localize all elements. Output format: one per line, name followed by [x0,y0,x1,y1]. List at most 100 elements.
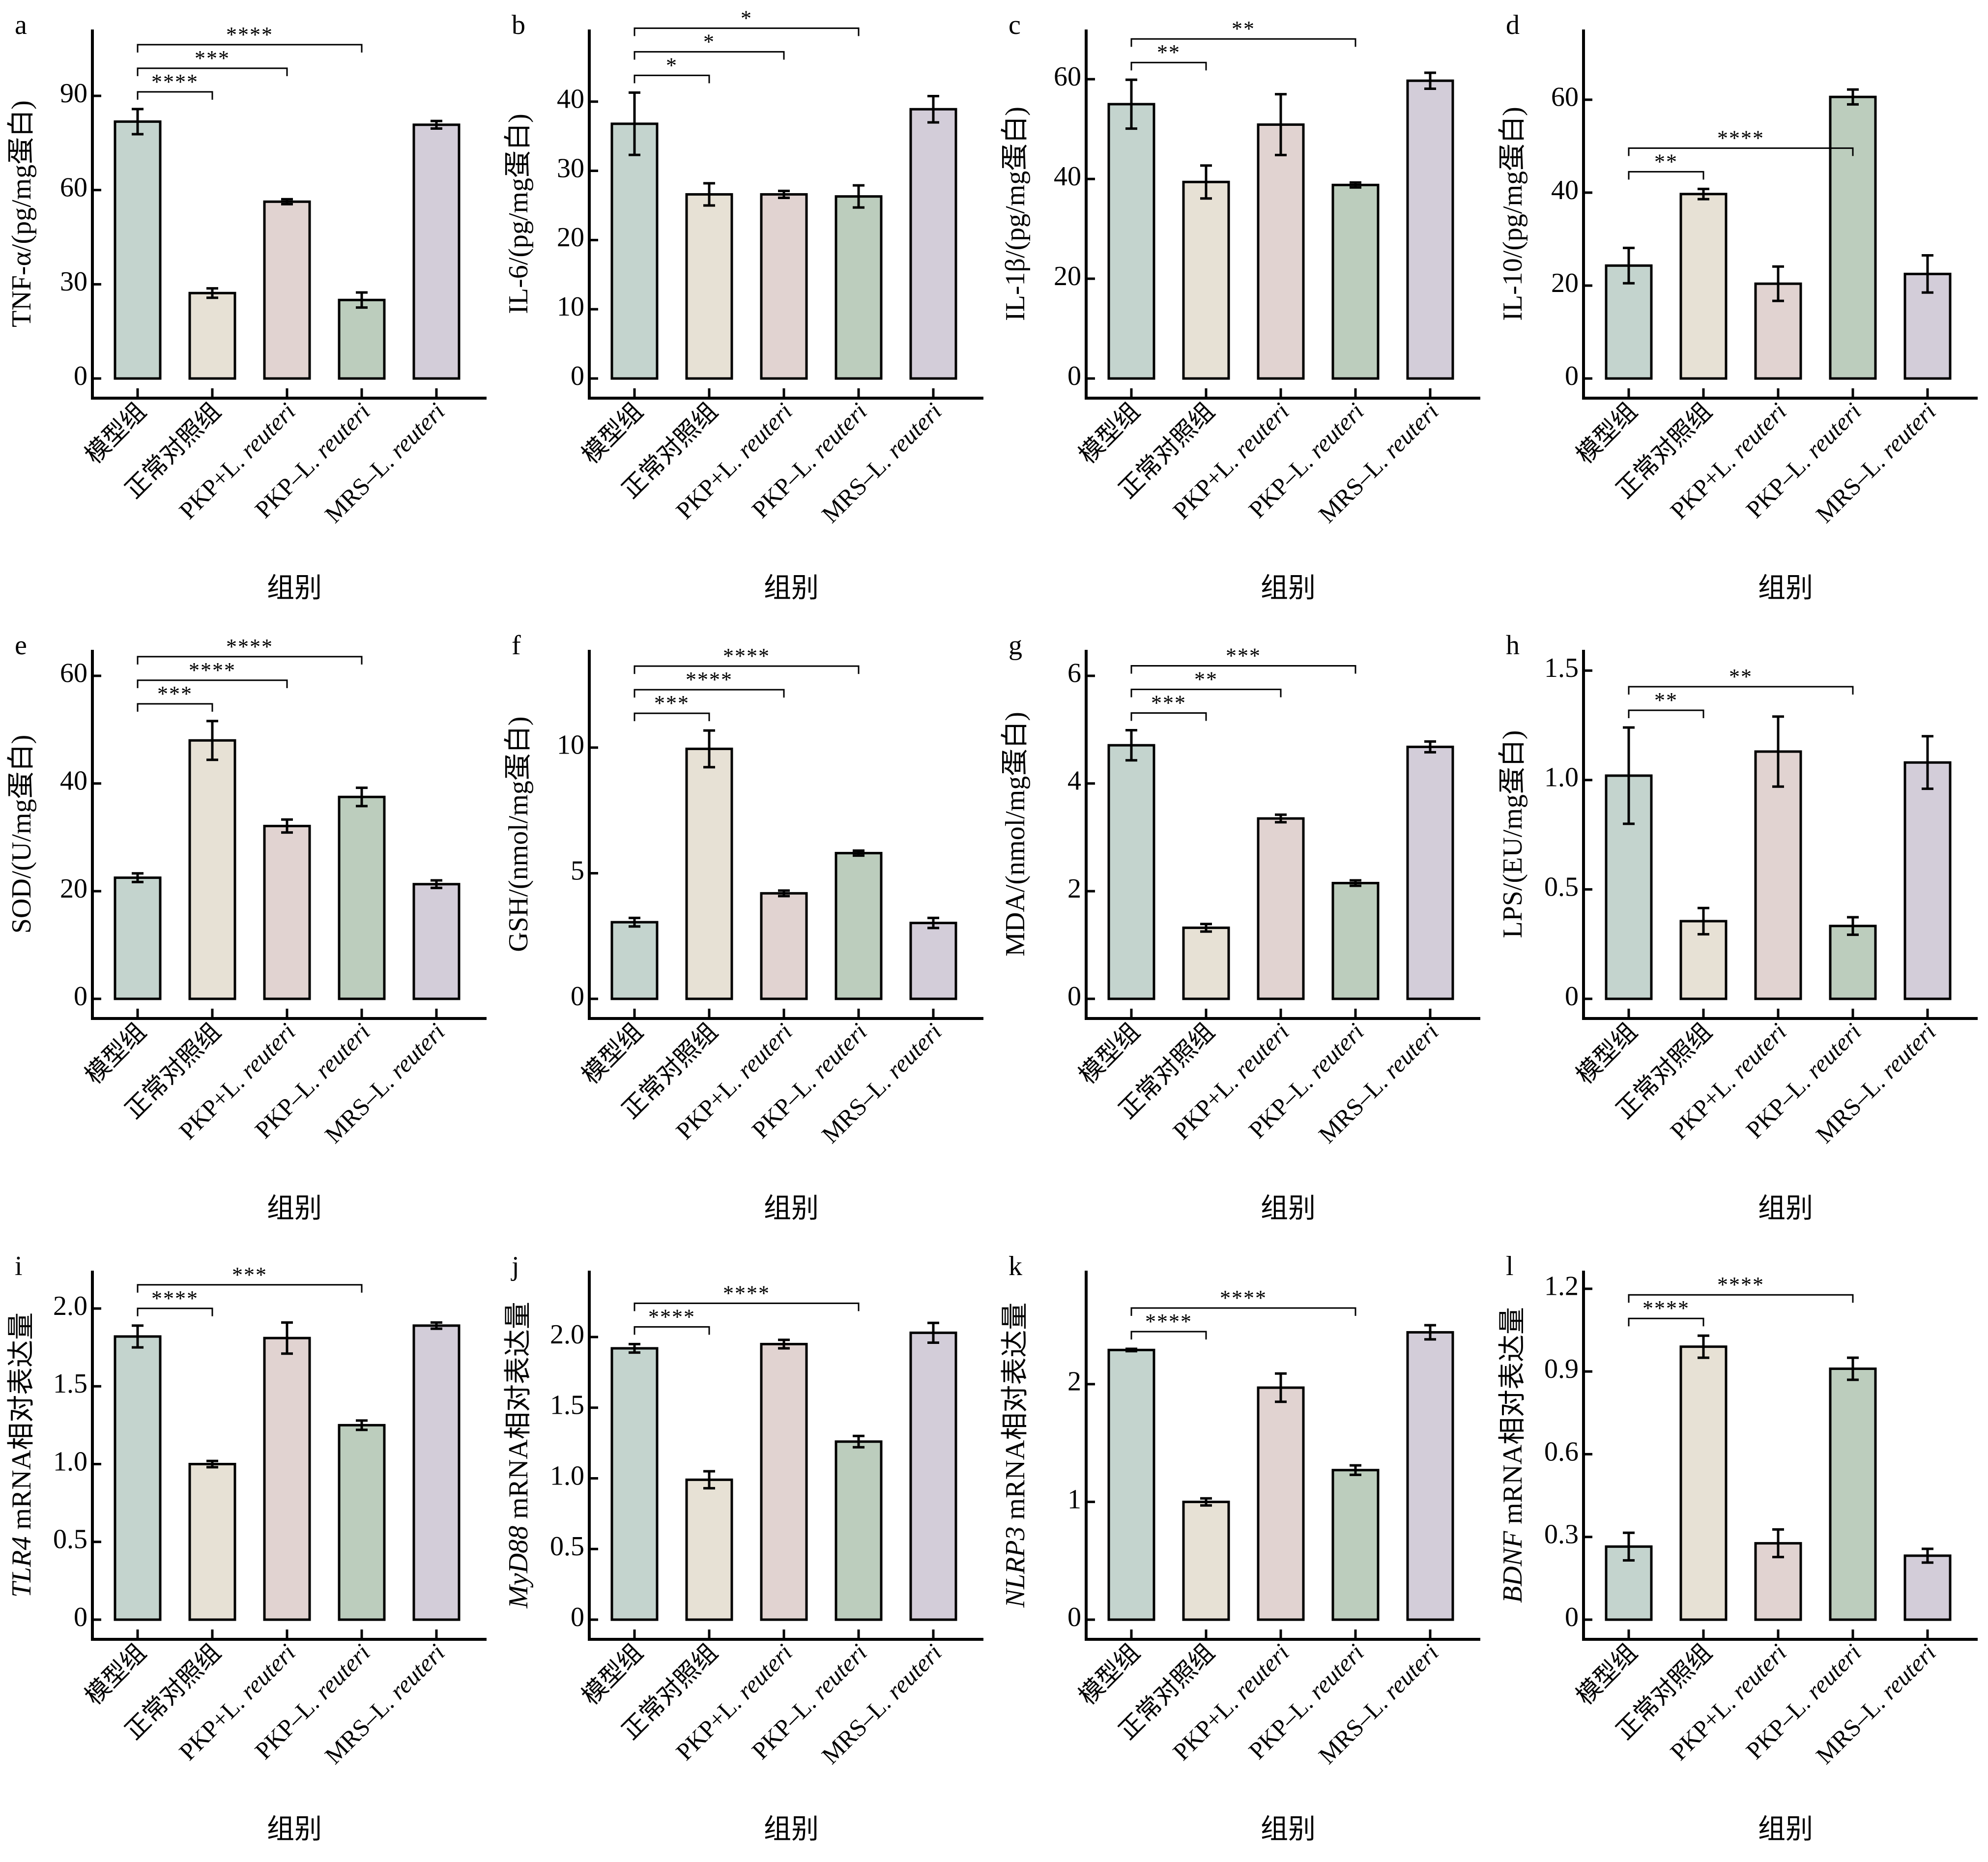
panel-letter: c [1008,10,1021,40]
bar [835,852,883,1000]
bar [412,883,461,1000]
x-tick-label: 模型组 [1571,1638,1642,1710]
panel-letter: b [512,10,525,40]
bar [188,291,236,380]
bracket-line [137,703,213,712]
bar [1903,1554,1952,1621]
significance-bracket: **** [1130,1309,1207,1339]
bar-group [1829,1356,1877,1621]
y-tick-label: 0 [571,981,584,1012]
panel-letter: k [1008,1251,1022,1281]
y-tick-label: 60 [1551,82,1579,113]
y-axis-label: LPS/(EU/mg蛋白) [1498,730,1528,938]
bar [114,876,162,1000]
significance-label: * [703,29,715,54]
bar-group [1406,71,1454,380]
bar [1257,1386,1305,1621]
significance-label: * [666,53,678,77]
bar [1331,882,1380,1000]
bar-group [1605,246,1653,380]
bar-group [1679,906,1728,1000]
bracket-line [1130,665,1356,674]
bar [188,1462,236,1621]
bar-group [1903,1547,1952,1621]
bar-group [835,849,883,1000]
bar-group [1331,879,1380,1000]
significance-bracket: ** [1130,667,1282,698]
y-axis-label: TLR4 mRNA相对表达量 [6,1312,37,1598]
bracket-line [137,656,363,665]
bracket-line [137,44,363,53]
bracket-line [634,712,710,722]
bar [188,739,236,1000]
bar [412,123,461,380]
significance-bracket: **** [634,1305,710,1335]
x-tick-label: 模型组 [80,1018,151,1089]
bar-group [1257,93,1305,380]
chart-panel-k: k 0 1 2 NLRP3 mRNA相对表达量 模型组 正常对照组 PKP+L. reuter… [994,1241,1491,1862]
bar [263,1337,311,1621]
bar [1257,817,1305,1000]
y-tick-label: 0 [1565,981,1579,1012]
bar [1182,180,1230,380]
x-tick-label: 模型组 [80,397,151,469]
bar-group [1679,187,1728,380]
bar [1605,1545,1653,1621]
bar-group [338,786,386,1000]
significance-label: *** [157,682,193,706]
bar [1829,95,1877,380]
bar-group [835,184,883,380]
bar [760,892,808,1000]
significance-bracket: ** [1628,149,1704,180]
y-tick-label: 10 [557,730,584,760]
y-tick-label: 0.5 [550,1531,584,1562]
bar [114,120,162,380]
y-tick-label: 0.5 [1544,872,1579,902]
y-tick-label: 0.3 [1544,1519,1579,1550]
x-axis-label: 组别 [267,1193,322,1224]
panel-letter: g [1008,630,1022,661]
y-tick-label: 20 [1054,261,1081,291]
bar-group [114,108,162,380]
x-axis-label: 组别 [267,573,322,604]
y-axis-label: TNF-α/(pg/mg蛋白) [6,100,37,327]
y-axis-label: NLRP3 mRNA相对表达量 [1000,1303,1031,1608]
bar-group [760,1338,808,1621]
bar-group [114,872,162,1000]
bar-group [1406,740,1454,1000]
panel-letter: h [1506,630,1520,661]
significance-bracket: * [634,6,860,36]
bracket-line [1130,712,1207,721]
significance-label: ** [1729,665,1753,689]
significance-bracket: ** [1130,17,1356,47]
y-axis-label: SOD/(U/mg蛋白) [6,735,37,933]
bar-group [1829,916,1877,1000]
y-axis-label: IL-10/(pg/mg蛋白) [1498,107,1528,320]
bar [610,921,659,1000]
y-tick-label: 60 [60,173,87,203]
bar-group [1754,715,1802,1000]
y-tick-label: 20 [60,873,87,904]
bar [909,922,957,1000]
bar-group [1257,1372,1305,1621]
bar-group [412,119,461,380]
y-tick-label: 0 [571,361,584,391]
significance-bracket: **** [1130,1286,1356,1316]
y-tick-label: 10 [557,291,584,322]
significance-label: **** [226,23,273,47]
significance-label: **** [686,668,733,692]
bar [1829,925,1877,1000]
significance-label: *** [232,1263,267,1287]
bar [114,1335,162,1621]
significance-bracket: **** [137,658,288,688]
bracket-line [1628,686,1854,695]
significance-bracket: ** [1130,40,1207,71]
bracket-line [137,91,213,100]
chart-panel-g: g 0 2 4 6 MDA/(nmol/mg蛋白) 模型组 正常对照组 PKP+L. reute… [994,620,1491,1241]
significance-label: **** [226,635,273,659]
